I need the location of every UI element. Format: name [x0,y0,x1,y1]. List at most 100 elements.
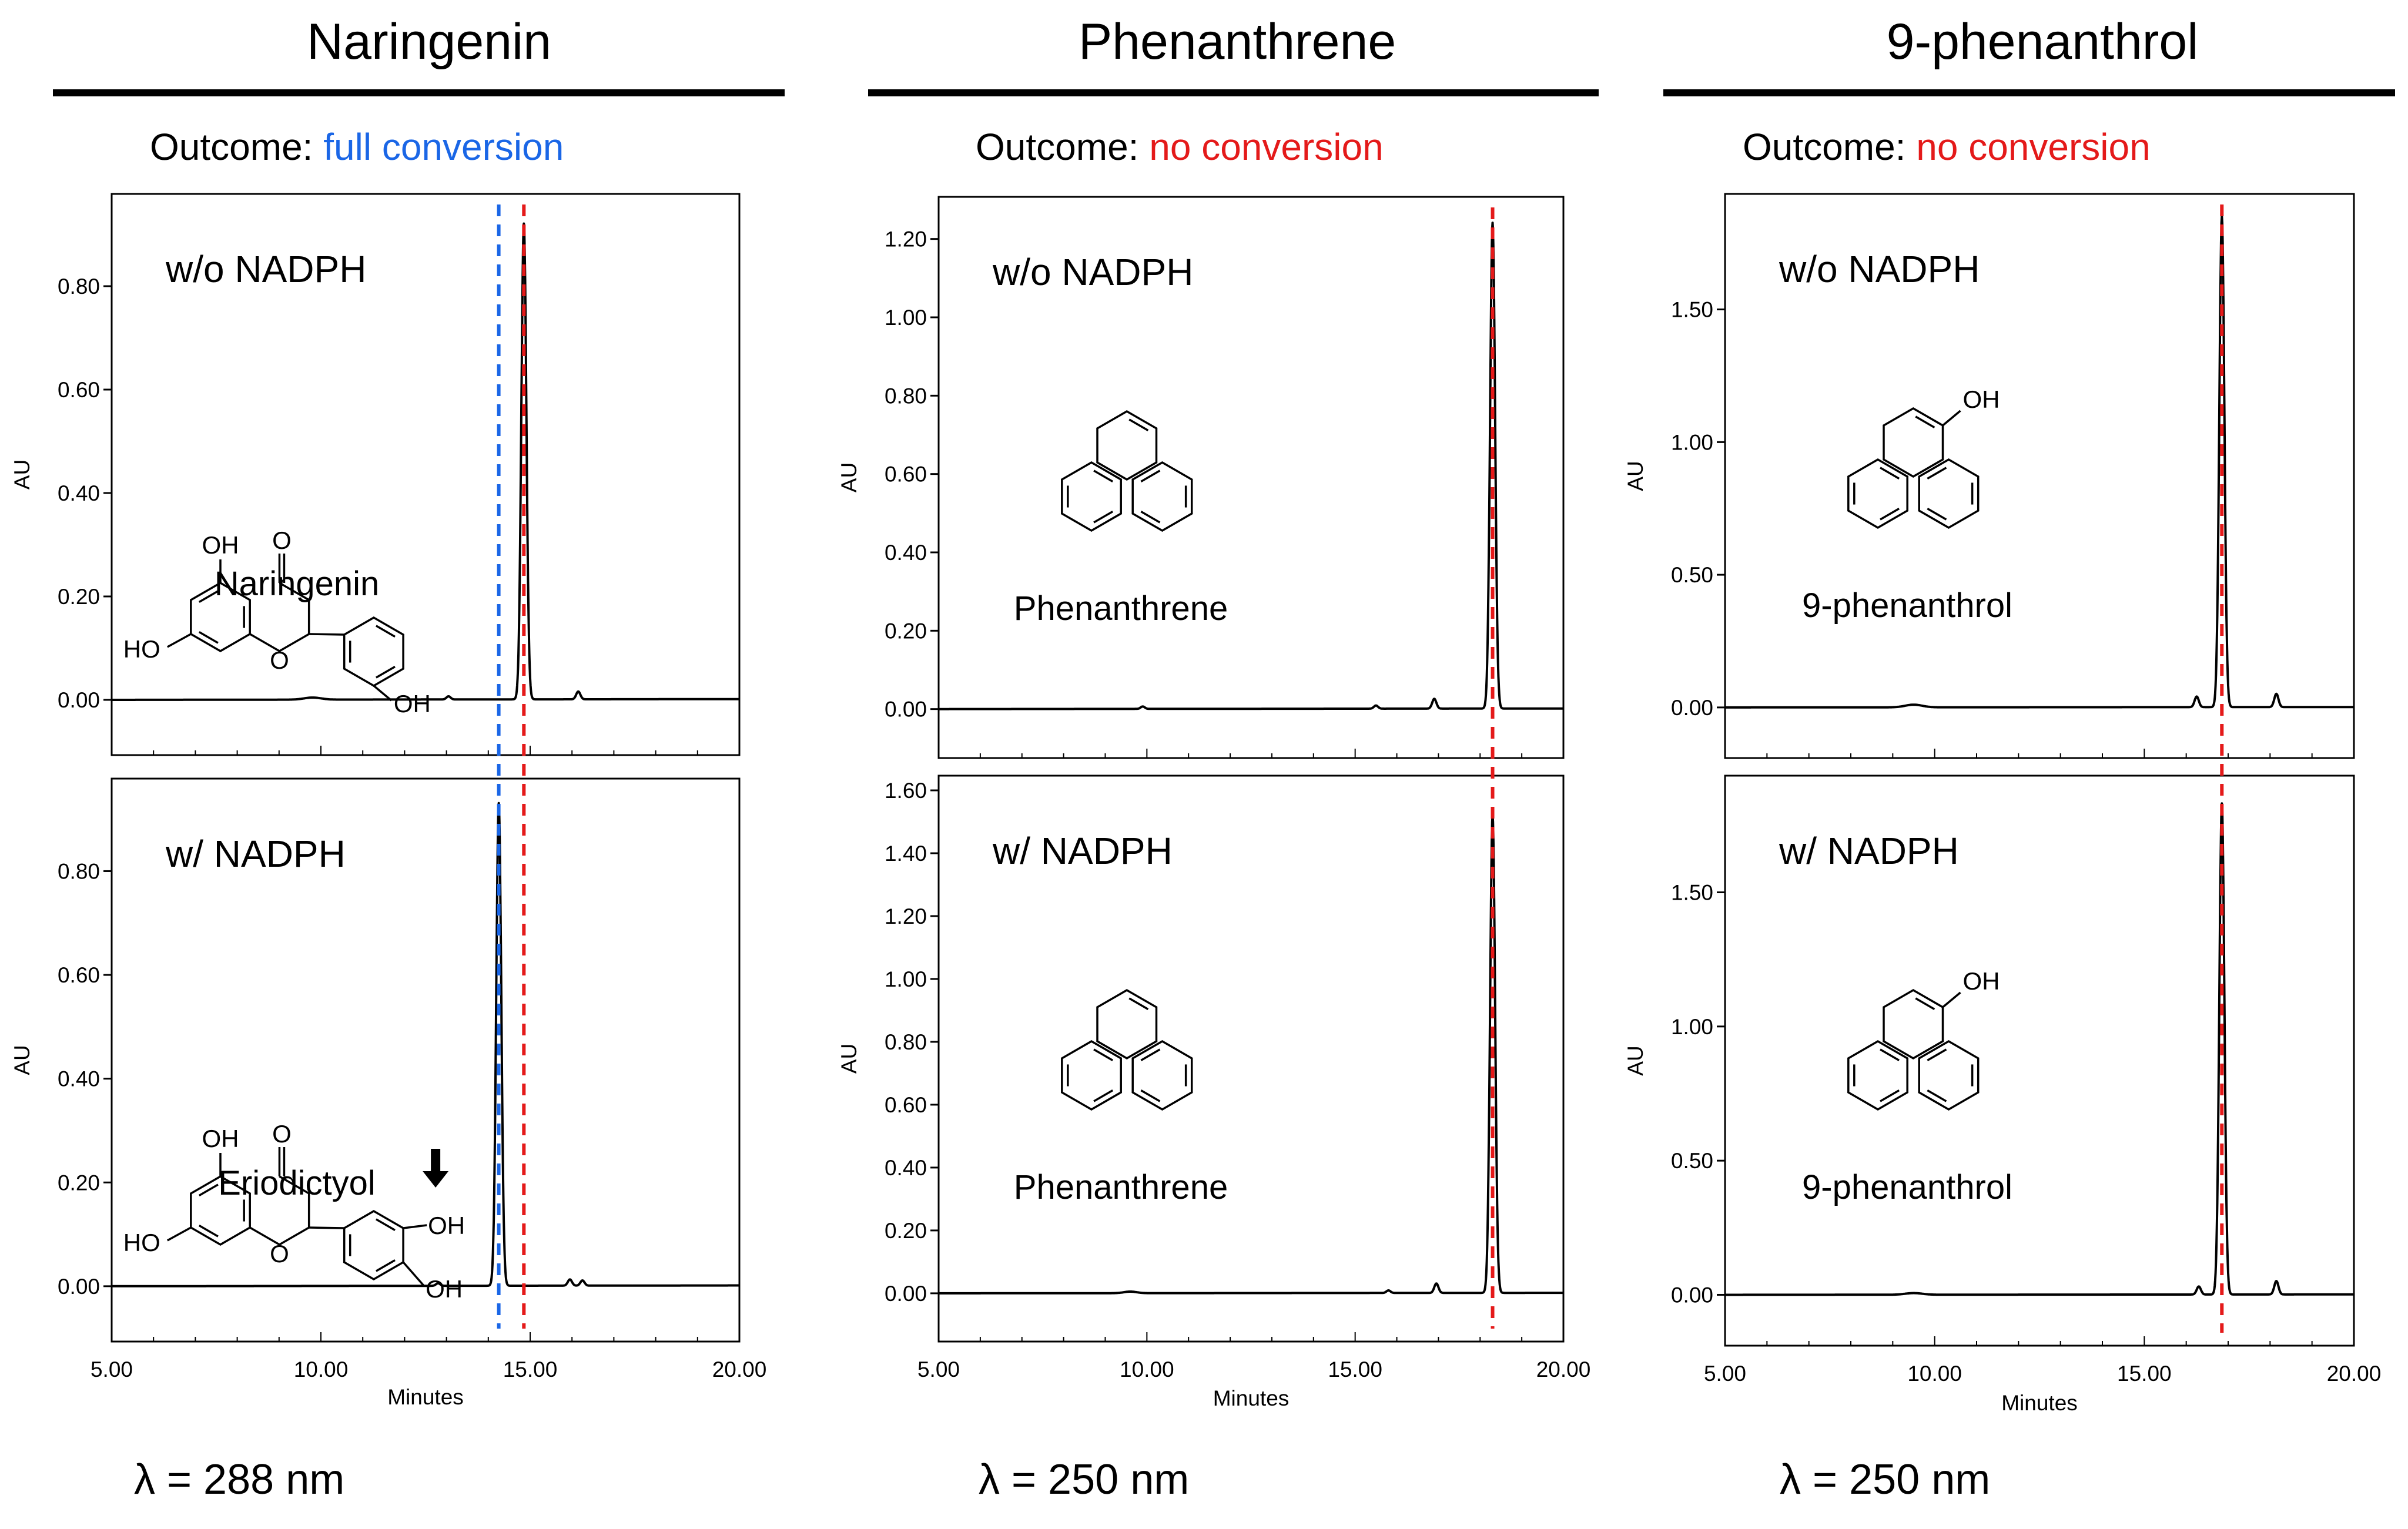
y-tick-label: 0.00 [1671,1283,1713,1307]
y-tick-label: 1.40 [885,841,927,866]
x-axis-label: Minutes [2001,1391,2078,1415]
double-bond [1128,418,1149,431]
aromatic-ring-left [1847,458,1908,529]
double-bond [376,1218,396,1231]
y-tick-label: 0.00 [58,688,100,712]
atom-label: HO [123,1229,160,1256]
double-bond [376,666,396,679]
aromatic-ring-middle [1883,407,1944,478]
atom-label: OH [394,690,431,717]
condition-label: w/ NADPH [165,833,346,875]
y-tick-label: 0.60 [885,462,927,487]
atom-label: O [272,527,292,554]
aromatic-ring-left [1847,1040,1908,1111]
aromatic-ring-left [1061,461,1122,532]
y-tick-label: 0.20 [58,585,100,609]
bond [166,1226,192,1242]
y-tick-label: 1.20 [885,227,927,252]
condition-label: w/o NADPH [165,248,366,290]
y-tick-label: 0.20 [885,619,927,643]
y-tick-label: 0.20 [58,1171,100,1195]
y-axis-label: AU [837,1044,861,1074]
outcome-label: Outcome: [1743,126,1916,168]
outcome-value: no conversion [1149,126,1383,168]
y-tick-label: 0.50 [1671,563,1713,587]
y-tick-label: 0.40 [58,1067,100,1091]
x-tick-label: 5.00 [917,1357,960,1382]
plot-frame [110,193,741,756]
plot-frame [937,196,1565,759]
compound-name: Naringenin [215,565,380,603]
double-bond [1927,467,1947,480]
x-tick-label: 20.00 [2327,1362,2382,1386]
double-bond [1927,1089,1947,1102]
y-tick-label: 0.20 [885,1219,927,1243]
y-tick-label: 1.50 [1671,298,1713,322]
y-axis-label: AU [1623,461,1647,491]
y-tick-label: 1.00 [1671,430,1713,454]
plot-frame [1724,193,2355,759]
y-tick-label: 0.00 [58,1275,100,1299]
chemical-structure-phenanthrol: OH [1847,385,2000,529]
x-tick-label: 15.00 [503,1357,558,1382]
aromatic-ring-right [1131,461,1193,532]
aromatic-ring-right [1918,458,1980,529]
y-tick-label: 0.80 [58,859,100,883]
aromatic-ring-b [343,1209,404,1281]
condition-label: w/o NADPH [1779,248,1980,290]
double-bond [1093,470,1114,482]
double-bond [1880,1089,1900,1102]
bond [309,633,344,636]
x-tick-label: 10.00 [1120,1357,1174,1382]
double-bond [198,1225,219,1238]
double-bond [1093,511,1114,524]
wavelength-label: λ = 250 nm [1780,1456,1990,1503]
chemical-structure-phenanthrol: OH [1847,967,2000,1111]
outcome-text: Outcome: no conversion [1743,126,2151,168]
bond [373,685,393,702]
chemical-structure-eriodictyol: O OH HO O OH OH [123,1120,465,1303]
double-bond [198,631,219,644]
outcome-text: Outcome: full conversion [150,126,564,168]
y-tick-label: 0.60 [885,1093,927,1117]
chromatogram-panel-1: 0.00 0.50 1.00 1.50 AU w/o NADPH OH 9-phenanthr… [1623,193,2355,759]
plot-frame [110,777,741,1343]
chromatogram-panel-2: 0.00 0.50 1.00 1.50 AU w/ NADPH OH 9-phenanthro… [1623,774,2355,1347]
y-tick-label: 0.40 [885,541,927,565]
aromatic-ring-right [1131,1040,1193,1111]
bond [402,1261,425,1287]
compound-name: 9-phenanthrol [1802,1168,2012,1206]
double-bond [1915,997,1935,1010]
x-tick-label: 5.00 [1704,1362,1746,1386]
aromatic-ring-middle [1883,988,1944,1060]
x-tick-label: 15.00 [1328,1357,1382,1382]
aromatic-ring-a [190,1175,251,1246]
atom-label: OH [426,1275,463,1303]
y-tick-label: 0.00 [885,698,927,722]
y-tick-label: 1.20 [885,904,927,928]
outcome-label: Outcome: [150,126,323,168]
y-axis-label: AU [10,460,34,489]
chromatogram-trace [937,222,1565,710]
atom-label: OH [428,1212,465,1239]
double-bond [198,590,219,603]
double-bond [1140,511,1161,524]
x-tick-label: 20.00 [1536,1357,1591,1382]
atom-label: O [270,646,289,674]
double-bond [1140,1089,1161,1102]
atom-label: OH [1962,385,2000,413]
double-bond [376,625,396,638]
pyranone-ring [249,1175,310,1246]
y-tick-label: 0.00 [885,1282,927,1306]
y-tick-label: 1.60 [885,779,927,803]
chromatogram-trace [937,814,1565,1295]
double-bond [1128,997,1149,1010]
chromatogram-trace [110,802,741,1287]
y-axis-label: AU [1623,1045,1647,1075]
compound-name: Phenanthrene [1014,1168,1228,1206]
aromatic-ring-b [343,616,404,688]
plot-frame [937,774,1565,1343]
chromatogram-panel-2: 0.00 0.20 0.40 0.60 0.80 1.00 1.20 1.40 1.60 AU w/… [837,774,1565,1343]
